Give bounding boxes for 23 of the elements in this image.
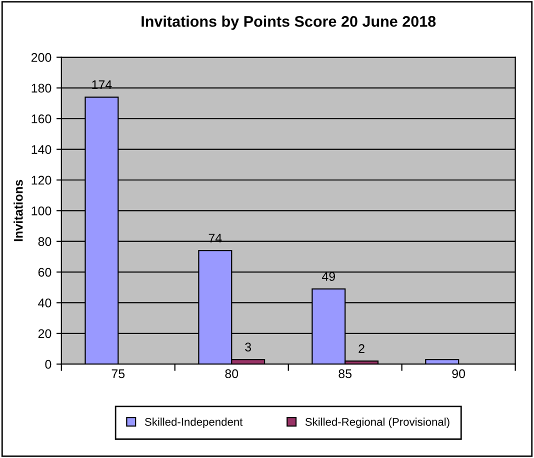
y-tick-label: 20	[38, 329, 52, 338]
chart-title: Invitations by Points Score 20 June 2018	[142, 16, 436, 30]
y-tick-label: 200	[31, 53, 52, 62]
x-tick-label: 75	[112, 369, 125, 378]
legend-label: Skilled-Independent	[144, 418, 243, 428]
y-tick-label: 100	[32, 206, 52, 216]
y-tick-label: 80	[38, 237, 52, 246]
y-tick-label: 160	[32, 114, 52, 124]
y-tick-label: 60	[38, 268, 52, 277]
x-tick-label: 90	[452, 369, 466, 378]
data-label: 49	[322, 272, 336, 281]
y-tick-label: 0	[45, 360, 52, 369]
x-tick-label: 85	[338, 369, 352, 378]
legend-label: Skilled-Regional (Provisional)	[305, 418, 450, 428]
y-tick-label: 40	[38, 298, 52, 308]
x-tick-label: 80	[225, 369, 238, 378]
data-label: 3	[245, 342, 252, 352]
y-tick-label: 180	[32, 84, 52, 93]
y-tick-label: 120	[32, 176, 52, 185]
data-label: 74	[208, 234, 222, 242]
y-tick-label: 140	[32, 145, 52, 154]
y-axis-title: Invitations	[14, 180, 23, 242]
data-label: 2	[358, 344, 364, 353]
